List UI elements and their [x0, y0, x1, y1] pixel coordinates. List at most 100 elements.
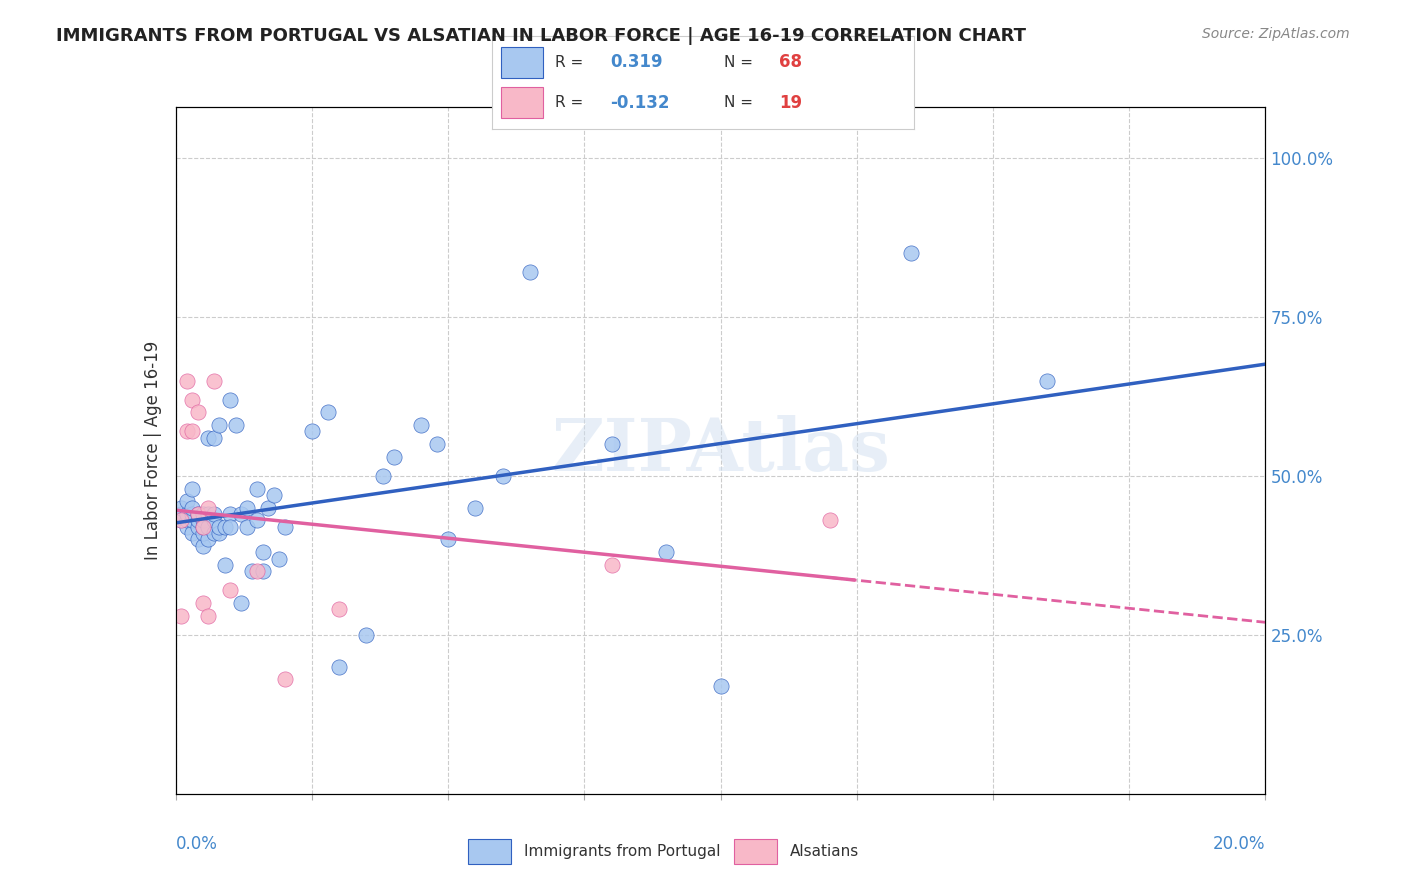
- Point: [181, 507, 204, 521]
- Point: [181, 526, 204, 541]
- Text: 19: 19: [779, 94, 801, 112]
- Point: [176, 507, 198, 521]
- Point: [274, 520, 297, 534]
- Point: [219, 520, 242, 534]
- Point: [191, 507, 214, 521]
- Point: [202, 526, 225, 541]
- Point: [191, 539, 214, 553]
- Point: [818, 513, 841, 527]
- Text: Alsatians: Alsatians: [790, 845, 859, 859]
- Text: R =: R =: [555, 95, 583, 110]
- Text: 0.0%: 0.0%: [176, 835, 218, 853]
- Point: [176, 494, 198, 508]
- Point: [170, 513, 193, 527]
- Point: [252, 545, 274, 559]
- Point: [186, 507, 209, 521]
- Text: N =: N =: [724, 95, 754, 110]
- Point: [257, 500, 280, 515]
- Point: [197, 533, 219, 547]
- Point: [181, 425, 204, 439]
- Point: [181, 500, 204, 515]
- Point: [181, 513, 204, 527]
- Point: [600, 558, 623, 572]
- Point: [176, 513, 198, 527]
- Point: [225, 417, 247, 432]
- Point: [197, 431, 219, 445]
- Y-axis label: In Labor Force | Age 16-19: In Labor Force | Age 16-19: [143, 341, 162, 560]
- Point: [301, 425, 323, 439]
- Point: [371, 469, 394, 483]
- Point: [191, 513, 214, 527]
- Point: [655, 545, 678, 559]
- Point: [263, 488, 285, 502]
- Point: [231, 507, 253, 521]
- Point: [318, 405, 340, 419]
- Point: [197, 500, 219, 515]
- Point: [214, 558, 236, 572]
- Bar: [501, 47, 543, 78]
- Point: [382, 450, 405, 464]
- Point: [197, 520, 219, 534]
- Point: [231, 596, 253, 610]
- Point: [600, 437, 623, 451]
- Text: N =: N =: [724, 55, 754, 70]
- Point: [328, 659, 350, 673]
- Point: [176, 374, 198, 388]
- Point: [202, 431, 225, 445]
- Point: [235, 500, 257, 515]
- Point: [519, 265, 541, 279]
- Point: [186, 405, 209, 419]
- Point: [181, 482, 204, 496]
- Point: [208, 520, 231, 534]
- Text: -0.132: -0.132: [610, 94, 669, 112]
- Point: [176, 520, 198, 534]
- Point: [191, 596, 214, 610]
- Point: [240, 564, 263, 578]
- Text: 0.319: 0.319: [610, 54, 662, 71]
- Point: [208, 417, 231, 432]
- Point: [356, 628, 378, 642]
- Text: 20.0%: 20.0%: [1213, 835, 1265, 853]
- Point: [181, 392, 204, 407]
- Point: [170, 608, 193, 623]
- Point: [900, 246, 922, 260]
- Point: [710, 679, 733, 693]
- Bar: [501, 87, 543, 118]
- Point: [191, 526, 214, 541]
- Point: [191, 520, 214, 534]
- Point: [197, 608, 219, 623]
- Text: 68: 68: [779, 54, 801, 71]
- Point: [219, 507, 242, 521]
- Point: [219, 392, 242, 407]
- Point: [170, 500, 193, 515]
- Point: [186, 533, 209, 547]
- Point: [202, 507, 225, 521]
- Point: [246, 564, 269, 578]
- Point: [202, 374, 225, 388]
- Point: [214, 520, 236, 534]
- Point: [197, 507, 219, 521]
- Point: [246, 513, 269, 527]
- Point: [274, 673, 297, 687]
- Text: ZIPAtlas: ZIPAtlas: [551, 415, 890, 486]
- Point: [191, 520, 214, 534]
- Bar: [468, 839, 512, 864]
- Point: [1036, 374, 1059, 388]
- Text: IMMIGRANTS FROM PORTUGAL VS ALSATIAN IN LABOR FORCE | AGE 16-19 CORRELATION CHAR: IMMIGRANTS FROM PORTUGAL VS ALSATIAN IN …: [56, 27, 1026, 45]
- Point: [252, 564, 274, 578]
- Point: [219, 583, 242, 598]
- Point: [246, 482, 269, 496]
- Point: [437, 533, 460, 547]
- Point: [464, 500, 486, 515]
- Point: [208, 526, 231, 541]
- Point: [235, 520, 257, 534]
- Bar: [734, 839, 778, 864]
- Point: [492, 469, 515, 483]
- Point: [170, 513, 193, 527]
- Point: [202, 513, 225, 527]
- Point: [426, 437, 449, 451]
- Point: [186, 520, 209, 534]
- Text: Immigrants from Portugal: Immigrants from Portugal: [523, 845, 720, 859]
- Text: R =: R =: [555, 55, 583, 70]
- Text: Source: ZipAtlas.com: Source: ZipAtlas.com: [1202, 27, 1350, 41]
